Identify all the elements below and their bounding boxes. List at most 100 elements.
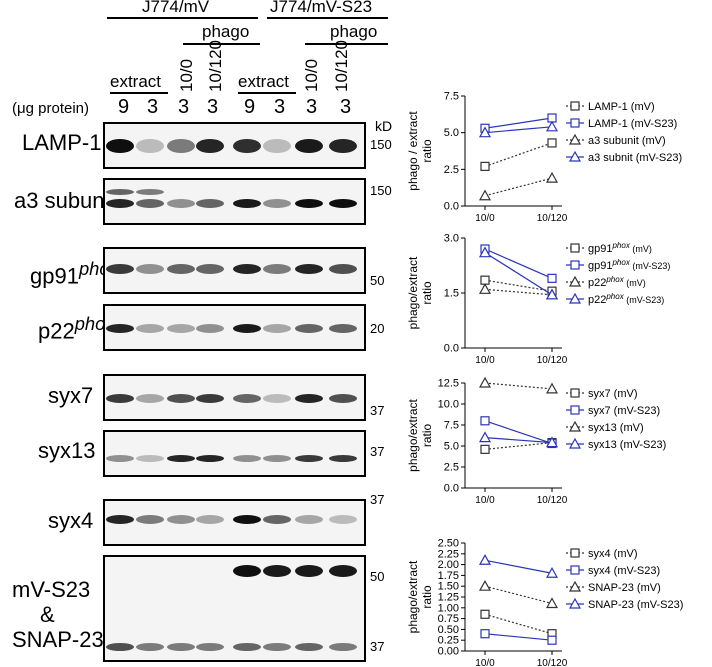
blot-band [167,393,195,403]
blot-band [167,323,195,333]
ratio-chart-syx4-snap23: 0.000.250.500.751.001.251.501.752.002.25… [406,538,683,667]
data-point-square [547,138,557,148]
mw-marker: 20 [370,321,385,336]
y-axis-label: ratio [420,424,434,448]
extract-underline-2 [238,92,296,94]
mw-marker: 37 [370,492,385,507]
blot-band [329,393,357,403]
blot-band [136,323,164,333]
legend-label: syx13 (mV-S23) [588,439,666,451]
blot-label-text: gp91 [30,263,79,289]
blot-band [136,139,164,153]
y-tick-label: 1.75 [438,570,459,582]
blot-label-mvs23-line3: SNAP-23 [12,627,104,652]
blot-band [233,198,261,208]
kd-label: kD [375,118,393,134]
y-tick-label: 7.5 [444,420,459,432]
data-point-triangle [568,580,582,592]
lane-time-label: 10/120 [206,40,225,92]
extract-label-1: extract [110,72,162,91]
series-line [484,248,553,279]
series-line [484,252,553,296]
data-point-square [570,548,580,558]
x-tick-label: 10/120 [537,355,568,366]
data-point-square [480,416,490,426]
lane-protein-amount: 3 [207,96,219,118]
lane-protein-amount: 3 [306,96,318,118]
data-point-triangle [568,150,582,162]
data-point-square [570,243,580,253]
lane-protein-amount: 3 [178,96,190,118]
blot-mvs23-snap23 [103,555,366,662]
legend-label: gp91phox (mV) [588,241,652,256]
y-axis-label: phago / extract [406,111,420,191]
data-point-triangle [568,597,582,609]
blot-gp91 [103,247,366,294]
group-label-mv-s23: J774/mV-S23 [270,0,373,16]
blot-band [263,264,291,274]
x-tick-label: 10/120 [537,658,568,667]
legend-label: syx13 (mV) [588,422,644,434]
blot-label-syx4: syx4 [48,508,94,533]
y-tick-label: 1.00 [438,602,459,614]
mw-marker: 50 [370,273,385,288]
blot-label-mvs23-line2: & [40,602,55,627]
blot-band [196,323,224,333]
blot-band [295,198,323,208]
blot-label-text: p22 [38,318,75,344]
y-tick-label: 1.5 [444,288,459,300]
x-tick-label: 10/0 [475,658,495,667]
y-tick-label: 0.75 [438,613,459,625]
data-point-triangle [545,382,559,394]
data-point-triangle [545,567,559,578]
lane-protein-amount: 3 [274,96,286,118]
data-point-triangle [478,283,492,294]
y-tick-label: 2.00 [438,559,459,571]
x-tick-label: 10/0 [475,355,495,366]
blot-band [136,198,164,208]
y-tick-label: 2.5 [444,462,459,474]
legend-label: gp91phox (mV-S23) [588,258,670,273]
mw-marker: 50 [370,569,385,584]
mw-marker: 37 [370,444,385,459]
blot-band [233,565,261,577]
blot-band [167,139,195,153]
series-line [484,633,553,641]
y-axis-label: ratio [420,281,434,305]
blot-band [106,643,134,651]
y-tick-label: 0.0 [444,343,459,355]
blot-band [106,454,134,462]
blot-band [196,139,224,153]
blot-syx13 [103,430,366,477]
series-line [484,437,553,444]
data-point-square [480,609,490,619]
blot-label-syx13: syx13 [38,438,96,463]
blot-band [167,454,195,462]
data-point-square [480,275,490,285]
data-point-triangle [568,292,582,304]
lane-time-label: 10/0 [177,58,196,92]
lane-protein-amount: 3 [147,96,159,118]
y-tick-label: 1.50 [438,581,459,593]
x-tick-label: 10/120 [537,495,568,506]
mw-marker: 37 [370,639,385,654]
data-point-triangle [545,597,559,609]
x-tick-label: 10/120 [537,213,568,224]
blot-band [196,393,224,403]
y-axis-label: ratio [420,585,434,609]
data-point-square [570,260,580,270]
y-tick-label: 0.25 [438,635,459,647]
y-tick-label: 0.50 [438,624,459,636]
legend-label: SNAP-23 (mV) [588,582,661,594]
legend-label: p22phox (mV-S23) [588,292,664,307]
y-tick-label: 7.5 [444,91,459,103]
data-point-triangle [568,420,582,432]
data-point-triangle [478,126,492,138]
mw-marker: 37 [370,403,385,418]
series-line [484,279,553,292]
blot-band [106,514,134,524]
lane-protein-amount: 9 [244,96,256,118]
series-line [484,442,553,450]
phago-underline-2 [305,43,388,45]
ratio-chart-lamp1-a3: 0.0 2.5 5.0 7.5 10/0 10/120 phago / extract rat… [406,91,682,225]
